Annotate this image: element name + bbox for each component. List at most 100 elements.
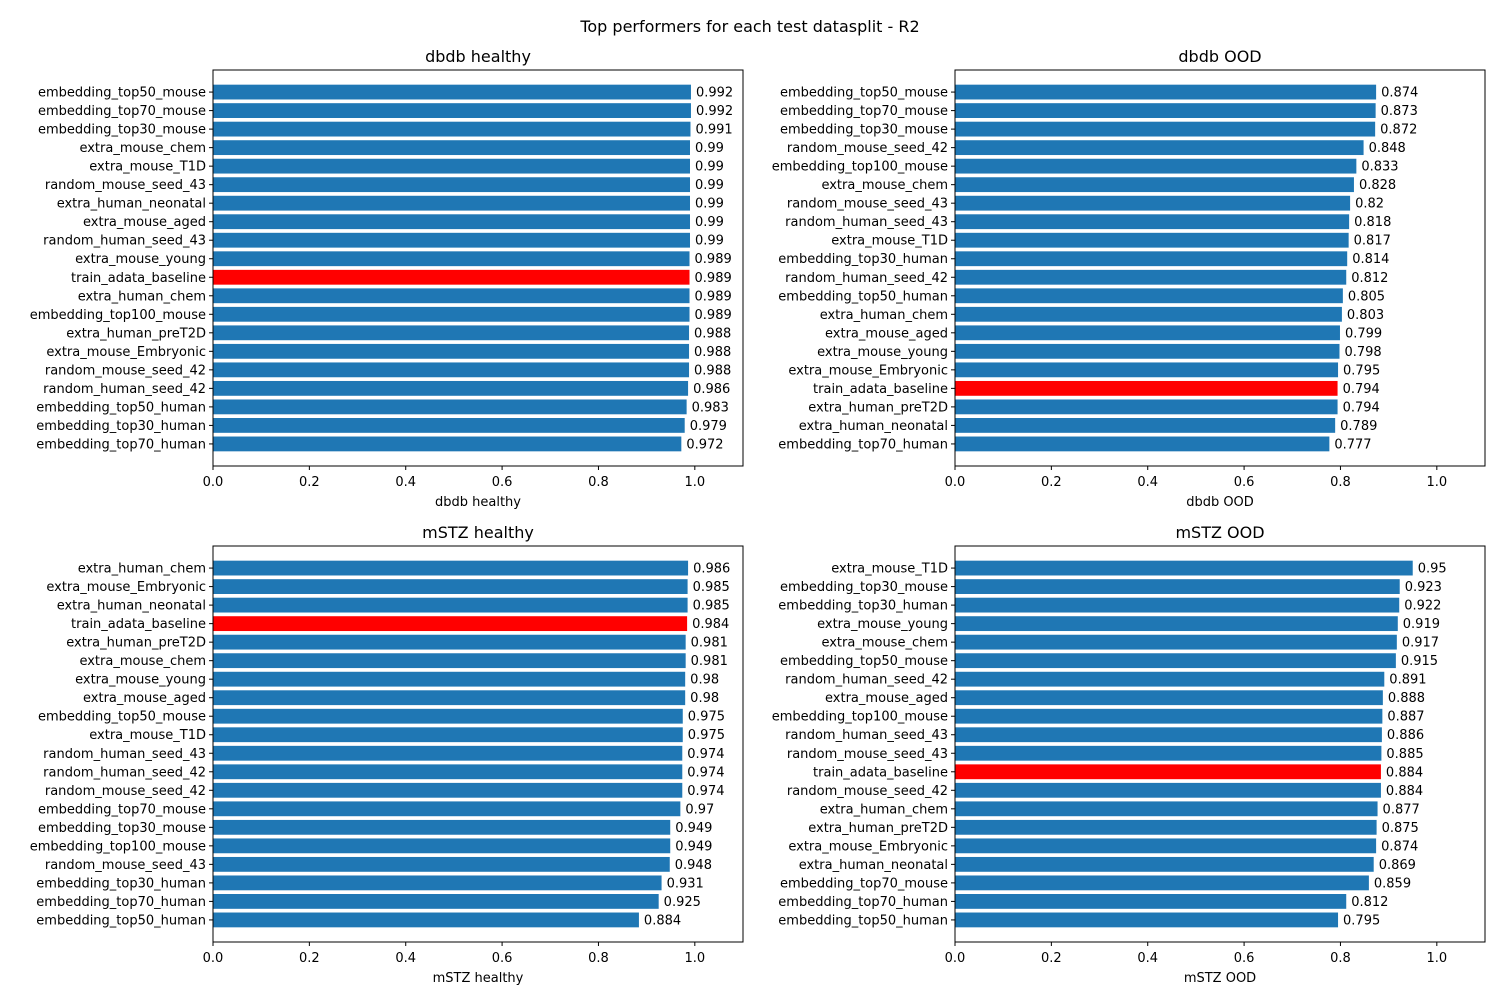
dbdb-healthy-category-label: extra_mouse_chem	[79, 141, 206, 156]
mstz-healthy-category-label: extra_mouse_chem	[79, 654, 206, 669]
dbdb-healthy-category-label: embedding_top70_human	[36, 437, 206, 452]
dbdb-healthy-value-label: 0.99	[695, 215, 724, 230]
dbdb-healthy-xlabel: dbdb healthy	[435, 495, 521, 510]
dbdb-ood-category-label: embedding_top30_human	[778, 252, 948, 267]
mstz-ood-bar	[955, 764, 1381, 780]
mstz-healthy-category-label: embedding_top30_mouse	[38, 821, 206, 836]
mstz-ood-value-label: 0.919	[1403, 617, 1440, 632]
dbdb-ood-value-label: 0.812	[1351, 271, 1388, 286]
mstz-ood-category-label: extra_human_preT2D	[808, 821, 948, 836]
mstz-healthy-value-label: 0.974	[687, 765, 724, 780]
mstz-healthy-category-label: extra_mouse_Embryonic	[46, 580, 206, 595]
mstz-ood-value-label: 0.812	[1351, 895, 1388, 910]
dbdb-ood-value-label: 0.805	[1348, 289, 1385, 304]
dbdb-healthy-category-label: embedding_top30_mouse	[38, 123, 206, 138]
dbdb-healthy-value-label: 0.992	[696, 86, 733, 101]
dbdb-ood-category-label: embedding_top50_mouse	[780, 86, 948, 101]
mstz-healthy-bar	[213, 875, 662, 891]
mstz-ood-subplot: 0.95 extra_mouse_T1D 0.923 embedding_top30_…	[772, 523, 1486, 986]
mstz-ood-bar	[955, 560, 1413, 576]
mstz-healthy-value-label: 0.974	[687, 784, 724, 799]
dbdb-ood-axes-frame	[954, 69, 1486, 467]
dbdb-ood-category-label: embedding_top30_mouse	[780, 123, 948, 138]
dbdb-healthy-value-label: 0.99	[695, 160, 724, 175]
dbdb-healthy-category-label: embedding_top30_human	[36, 419, 206, 434]
mstz-healthy-category-label: embedding_top70_mouse	[38, 802, 206, 817]
dbdb-ood-title: dbdb OOD	[1178, 47, 1261, 66]
dbdb-healthy-bar	[213, 306, 690, 322]
mstz-healthy-xtick-label: 0.0	[203, 951, 224, 966]
mstz-healthy-value-label: 0.975	[688, 710, 725, 725]
dbdb-ood-xtick-label: 0.6	[1234, 475, 1255, 490]
mstz-healthy-category-label: random_human_seed_43	[43, 747, 206, 762]
dbdb-ood-category-label: embedding_top70_human	[778, 437, 948, 452]
mstz-ood-category-label: embedding_top100_mouse	[772, 710, 948, 725]
dbdb-healthy-bar	[213, 380, 689, 396]
dbdb-healthy-value-label: 0.99	[695, 234, 724, 249]
mstz-ood-category-label: extra_human_chem	[820, 802, 948, 817]
dbdb-healthy-xtick-label: 0.2	[299, 475, 320, 490]
mstz-ood-category-label: extra_human_neonatal	[799, 858, 948, 873]
mstz-ood-category-label: extra_mouse_T1D	[831, 562, 948, 577]
dbdb-ood-bar	[955, 380, 1338, 396]
dbdb-ood-category-label: extra_mouse_T1D	[831, 234, 948, 249]
dbdb-ood-category-label: extra_human_chem	[820, 308, 948, 323]
mstz-ood-bar	[955, 912, 1339, 928]
dbdb-ood-bar	[955, 418, 1336, 433]
mstz-ood-bar	[955, 819, 1377, 835]
dbdb-ood-bar	[955, 84, 1377, 100]
mstz-healthy-category-label: extra_mouse_young	[75, 673, 206, 688]
dbdb-healthy-bar	[213, 418, 685, 433]
dbdb-ood-bar	[955, 288, 1343, 304]
dbdb-ood-bar	[955, 103, 1376, 118]
dbdb-ood-category-label: embedding_top70_mouse	[780, 104, 948, 119]
mstz-healthy-bar	[213, 560, 689, 576]
mstz-ood-value-label: 0.884	[1386, 784, 1423, 799]
mstz-healthy-xtick-label: 0.6	[492, 951, 513, 966]
dbdb-healthy-category-label: train_adata_baseline	[71, 271, 206, 286]
dbdb-ood-bar	[955, 399, 1338, 415]
mstz-ood-bar	[955, 727, 1382, 743]
dbdb-healthy-bar	[213, 121, 691, 137]
mstz-ood-category-label: extra_mouse_Embryonic	[788, 839, 948, 854]
dbdb-ood-value-label: 0.817	[1354, 234, 1391, 249]
mstz-ood-category-label: extra_mouse_aged	[825, 691, 948, 706]
mstz-healthy-value-label: 0.98	[690, 673, 719, 688]
dbdb-healthy-category-label: random_mouse_seed_43	[45, 178, 206, 193]
dbdb-healthy-category-label: extra_human_preT2D	[66, 326, 206, 341]
dbdb-healthy-value-label: 0.989	[695, 252, 732, 267]
dbdb-healthy-xtick-label: 0.6	[492, 475, 513, 490]
mstz-ood-bar	[955, 708, 1383, 724]
mstz-healthy-category-label: embedding_top100_mouse	[30, 839, 206, 854]
mstz-healthy-value-label: 0.981	[691, 654, 728, 669]
mstz-healthy-axes-frame	[212, 545, 744, 943]
dbdb-ood-subplot: 0.874 embedding_top50_mouse 0.873 embedding…	[772, 47, 1486, 510]
dbdb-healthy-bar	[213, 269, 690, 285]
dbdb-ood-bar	[955, 158, 1357, 174]
mstz-ood-category-label: extra_mouse_young	[817, 617, 948, 632]
dbdb-healthy-category-label: extra_human_neonatal	[57, 197, 206, 212]
mstz-healthy-value-label: 0.986	[693, 562, 730, 577]
mstz-healthy-value-label: 0.931	[667, 876, 704, 891]
mstz-ood-xtick-label: 0.2	[1041, 951, 1062, 966]
mstz-healthy-bar	[213, 838, 671, 854]
mstz-healthy-bar	[213, 764, 683, 780]
mstz-ood-bar	[955, 579, 1400, 594]
mstz-healthy-category-label: extra_mouse_T1D	[89, 728, 206, 743]
dbdb-ood-value-label: 0.833	[1361, 160, 1398, 175]
mstz-ood-category-label: random_mouse_seed_42	[787, 784, 948, 799]
mstz-ood-xtick-label: 0.6	[1234, 951, 1255, 966]
mstz-ood-xtick-label: 1.0	[1426, 951, 1447, 966]
mstz-healthy-xtick-label: 0.4	[395, 951, 416, 966]
mstz-ood-bar	[955, 782, 1381, 798]
mstz-healthy-value-label: 0.884	[644, 913, 681, 928]
dbdb-ood-value-label: 0.794	[1343, 400, 1380, 415]
mstz-healthy-category-label: random_mouse_seed_42	[45, 784, 206, 799]
dbdb-ood-category-label: extra_mouse_aged	[825, 326, 948, 341]
mstz-ood-value-label: 0.886	[1387, 728, 1424, 743]
dbdb-healthy-value-label: 0.989	[695, 289, 732, 304]
mstz-ood-value-label: 0.859	[1374, 876, 1411, 891]
mstz-healthy-bar	[213, 782, 683, 798]
dbdb-healthy-value-label: 0.983	[692, 400, 729, 415]
dbdb-ood-category-label: random_mouse_seed_42	[787, 141, 948, 156]
